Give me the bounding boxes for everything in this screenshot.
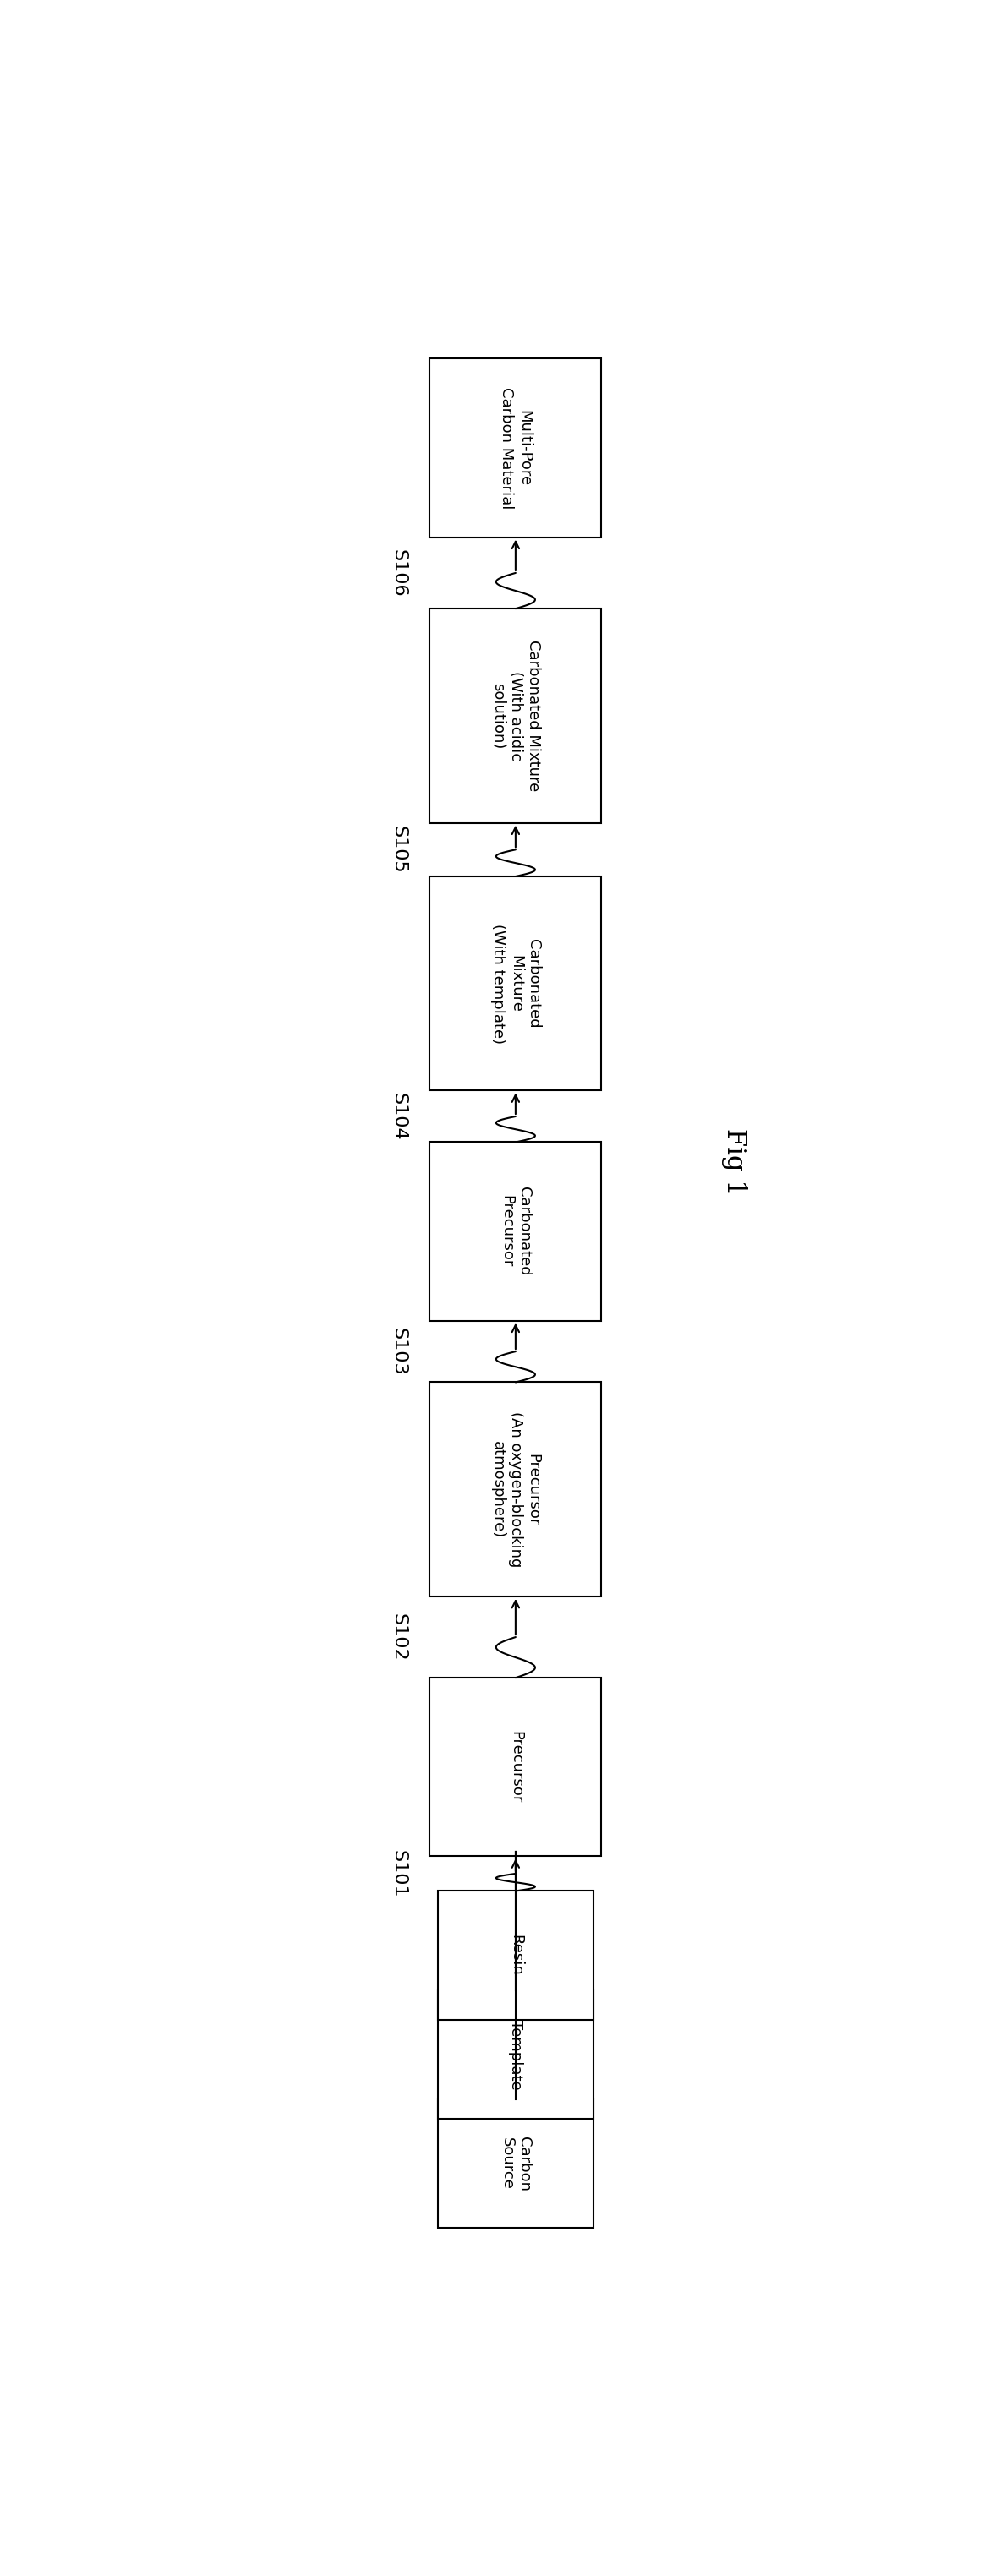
Text: Multi-Pore
Carbon Material: Multi-Pore Carbon Material — [499, 386, 532, 510]
Text: Carbon
Source: Carbon Source — [499, 2136, 532, 2192]
Text: Carbonated
Precursor: Carbonated Precursor — [499, 1188, 532, 1275]
Bar — [438, 1891, 594, 2020]
Text: S105: S105 — [390, 827, 407, 873]
Bar — [430, 1383, 602, 1597]
Text: S102: S102 — [390, 1613, 407, 1662]
Text: Precursor
(An oxygen-blocking
atmosphere): Precursor (An oxygen-blocking atmosphere… — [490, 1412, 541, 1566]
Text: S104: S104 — [390, 1092, 407, 1141]
Text: Precursor: Precursor — [508, 1731, 523, 1803]
Text: S103: S103 — [390, 1327, 407, 1376]
Bar — [430, 1141, 602, 1321]
Bar — [438, 2099, 594, 2228]
Text: Carbonated Mixture
(With acidic
solution): Carbonated Mixture (With acidic solution… — [490, 639, 541, 791]
Text: S101: S101 — [390, 1850, 407, 1899]
Bar — [430, 1677, 602, 1857]
Bar — [438, 1991, 594, 2120]
Bar — [430, 608, 602, 822]
Text: Fig 1: Fig 1 — [720, 1128, 747, 1195]
Text: Template: Template — [508, 2020, 523, 2089]
Text: Resin: Resin — [508, 1935, 523, 1976]
Bar — [430, 876, 602, 1090]
Bar — [430, 358, 602, 538]
Text: S106: S106 — [390, 549, 407, 598]
Text: Carbonated
Mixture
(With template): Carbonated Mixture (With template) — [490, 922, 541, 1043]
